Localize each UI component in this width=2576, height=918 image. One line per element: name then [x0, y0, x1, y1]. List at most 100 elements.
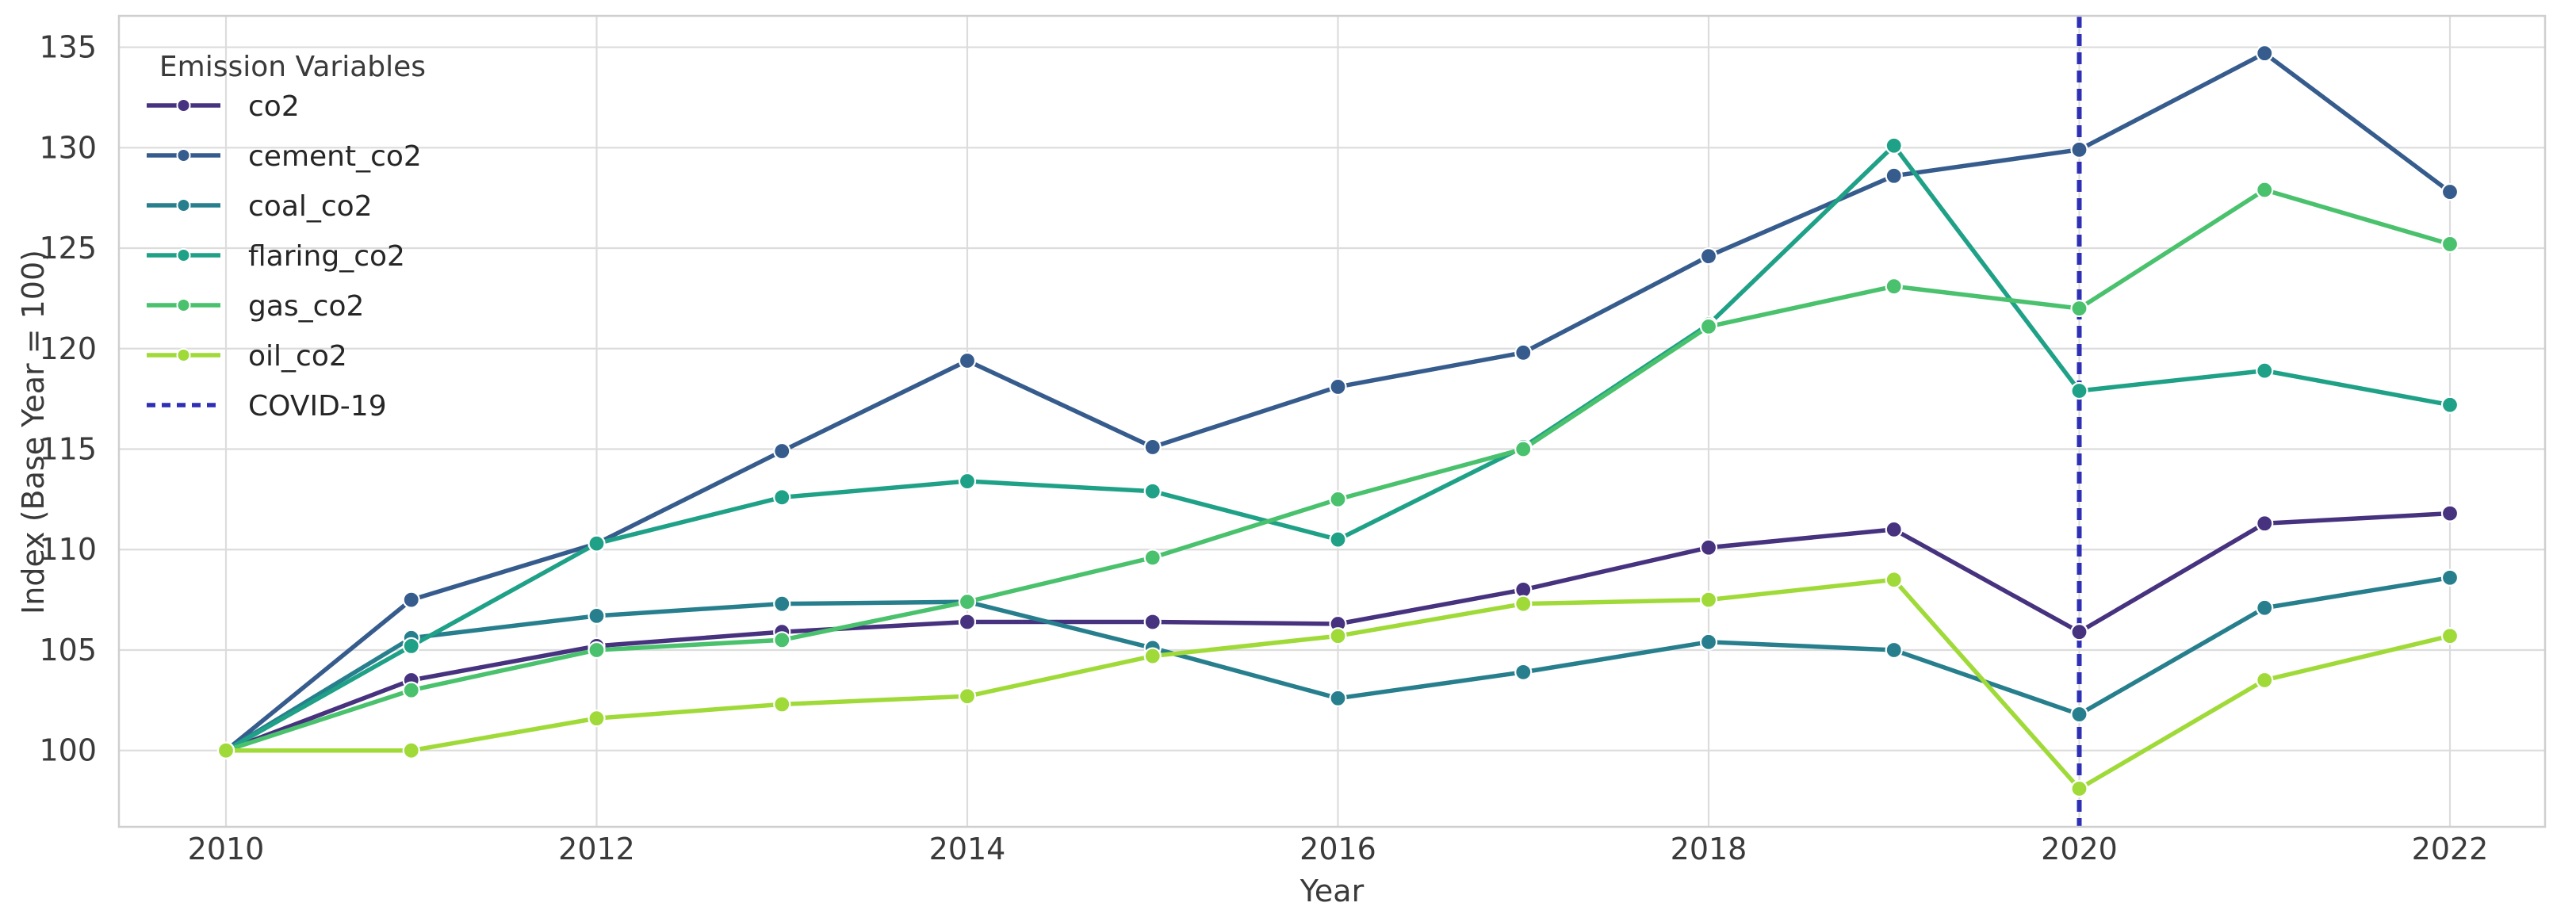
plot-area: 2010 2012 2014 2016 2018 2020 2022 100 105 110 115… [39, 14, 2547, 866]
legend-marker-dot [176, 148, 191, 163]
series-marker-coal_co2 [1885, 641, 1903, 660]
series-marker-gas_co2 [1514, 440, 1533, 458]
series-marker-oil_co2 [958, 687, 977, 706]
y-tick-label: 135 [39, 30, 97, 65]
legend-item-cement_co2: cement_co2 [147, 140, 422, 173]
series-marker-gas_co2 [1329, 490, 1347, 508]
y-tick-label: 120 [39, 331, 97, 366]
y-tick-label: 110 [39, 532, 97, 567]
legend-item-label: flaring_co2 [248, 240, 405, 273]
series-marker-oil_co2 [1329, 627, 1347, 645]
legend-marker-dot [176, 248, 191, 262]
series-marker-gas_co2 [1885, 277, 1903, 296]
legend-item-oil_co2: oil_co2 [147, 340, 347, 373]
legend-item-gas_co2: gas_co2 [147, 290, 364, 323]
series-marker-flaring_co2 [958, 472, 977, 491]
x-tick-label: 2012 [558, 832, 635, 866]
series-marker-oil_co2 [588, 710, 606, 728]
series-marker-oil_co2 [1514, 595, 1533, 613]
legend-item-label: gas_co2 [248, 290, 364, 323]
series-marker-flaring_co2 [402, 637, 420, 655]
series-marker-flaring_co2 [773, 488, 791, 507]
series-marker-cement_co2 [1514, 343, 1533, 361]
series-marker-coal_co2 [773, 595, 791, 613]
series-marker-gas_co2 [2256, 181, 2274, 199]
series-marker-co2 [1699, 538, 1718, 557]
series-marker-coal_co2 [1329, 689, 1347, 707]
x-tick-label: 2018 [1671, 832, 1747, 866]
legend-marker-dot [176, 298, 191, 312]
series-marker-flaring_co2 [2256, 361, 2274, 380]
legend-item-coal_co2: coal_co2 [147, 190, 373, 223]
series-marker-oil_co2 [2440, 627, 2459, 645]
legend-item-co2: co2 [147, 90, 300, 123]
series-marker-gas_co2 [1143, 549, 1162, 567]
series-marker-cement_co2 [1329, 377, 1347, 396]
series-marker-oil_co2 [402, 741, 420, 759]
x-tick-label: 2010 [188, 832, 265, 866]
legend: Emission Variables co2 cement_co2 coal_co2f… [147, 51, 426, 423]
series-marker-cement_co2 [2440, 182, 2459, 201]
series-marker-gas_co2 [958, 593, 977, 611]
y-tick-label: 115 [39, 431, 97, 466]
series-marker-gas_co2 [588, 641, 606, 660]
series-marker-coal_co2 [588, 606, 606, 625]
x-axis-title: Year [1299, 874, 1365, 908]
series-marker-oil_co2 [1699, 591, 1718, 609]
legend-marker-dot [176, 198, 191, 212]
series-marker-gas_co2 [773, 631, 791, 649]
series-marker-flaring_co2 [2440, 396, 2459, 414]
series-marker-gas_co2 [402, 681, 420, 699]
series-marker-oil_co2 [773, 695, 791, 713]
series-marker-cement_co2 [1699, 247, 1718, 266]
legend-marker-dot [176, 98, 191, 113]
series-marker-coal_co2 [1699, 633, 1718, 651]
series-marker-oil_co2 [2070, 779, 2088, 798]
series-marker-oil_co2 [216, 741, 235, 759]
series-marker-co2 [958, 613, 977, 631]
series-marker-coal_co2 [2070, 705, 2088, 724]
legend-item-label: coal_co2 [248, 190, 373, 223]
series-marker-flaring_co2 [588, 534, 606, 553]
y-tick-label: 105 [39, 633, 97, 667]
y-tick-label: 130 [39, 130, 97, 165]
series-marker-gas_co2 [2070, 299, 2088, 318]
x-tick-label: 2016 [1299, 832, 1376, 866]
legend-item-label: co2 [248, 90, 300, 123]
legend-item-label: oil_co2 [248, 340, 347, 373]
series-marker-flaring_co2 [1143, 482, 1162, 500]
legend-item-flaring_co2: flaring_co2 [147, 240, 405, 273]
series-marker-co2 [1885, 520, 1903, 538]
series-marker-oil_co2 [1885, 571, 1903, 589]
series-marker-co2 [2256, 514, 2274, 533]
series-marker-cement_co2 [1885, 166, 1903, 185]
y-axis-title: Index (Base Year = 100) [16, 250, 51, 614]
series-marker-flaring_co2 [1885, 136, 1903, 155]
series-marker-coal_co2 [2256, 599, 2274, 617]
plot-background [119, 16, 2545, 827]
legend-marker-dot [176, 348, 191, 362]
series-marker-cement_co2 [773, 442, 791, 461]
x-tick-label: 2020 [2041, 832, 2118, 866]
series-marker-co2 [2440, 504, 2459, 522]
series-marker-cement_co2 [1143, 438, 1162, 457]
series-marker-flaring_co2 [1329, 530, 1347, 549]
x-tick-label: 2022 [2412, 832, 2489, 866]
series-marker-gas_co2 [2440, 235, 2459, 254]
series-marker-cement_co2 [2256, 44, 2274, 63]
legend-item-COVID-19: COVID-19 [147, 390, 387, 423]
legend-item-label: cement_co2 [248, 140, 422, 173]
legend-item-label: COVID-19 [248, 390, 387, 423]
series-marker-oil_co2 [2256, 671, 2274, 690]
y-tick-label: 100 [39, 733, 97, 768]
legend-title: Emission Variables [159, 51, 426, 83]
series-marker-coal_co2 [2440, 568, 2459, 587]
series-marker-cement_co2 [402, 591, 420, 609]
series-marker-co2 [2070, 623, 2088, 641]
series-marker-flaring_co2 [2070, 381, 2088, 400]
series-marker-coal_co2 [1514, 663, 1533, 681]
series-marker-oil_co2 [1143, 647, 1162, 665]
plot-frame [117, 14, 2547, 828]
